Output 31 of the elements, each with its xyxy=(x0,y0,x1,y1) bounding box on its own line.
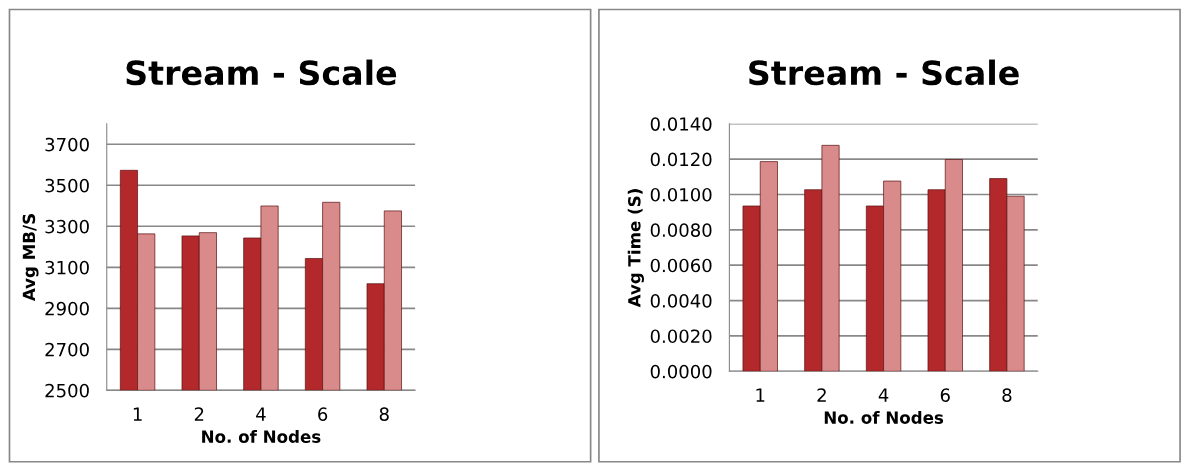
x-tick-label: 8 xyxy=(379,407,389,421)
x-tick-label: 2 xyxy=(817,388,826,402)
y-tick-label: 3100 xyxy=(45,260,89,275)
y-tick-label: 3500 xyxy=(45,178,89,193)
y-axis-title: Avg Time (S) xyxy=(627,189,644,308)
chart-title: Stream - Scale xyxy=(749,59,1019,86)
chart-title: Stream - Scale xyxy=(126,59,397,86)
y-tick-label: 3300 xyxy=(45,219,89,234)
x-tick-label: 4 xyxy=(878,388,889,402)
x-tick-label: 6 xyxy=(318,407,328,421)
x-tick-label: 1 xyxy=(133,407,142,421)
y-tick-label: 0.0020 xyxy=(650,329,712,344)
y-tick-label: 0.0080 xyxy=(650,223,712,237)
y-tick-label: 0.0100 xyxy=(650,187,712,202)
x-tick-label: 1 xyxy=(756,388,765,402)
y-tick-label: 0.0060 xyxy=(650,258,712,273)
y-tick-label: 2700 xyxy=(45,342,89,357)
x-tick-label: 6 xyxy=(940,388,950,402)
x-tick-label: 2 xyxy=(194,407,204,421)
y-tick-label: 0.0140 xyxy=(650,117,712,131)
x-axis-title: No. of Nodes xyxy=(824,410,944,424)
y-tick-label: 2900 xyxy=(45,301,89,316)
y-axis-title: Avg MB/S xyxy=(22,214,39,302)
x-tick-label: 8 xyxy=(1002,388,1012,402)
y-tick-label: 0.0040 xyxy=(650,294,712,308)
y-tick-label: 3700 xyxy=(45,137,89,152)
y-tick-label: 0.0120 xyxy=(650,152,712,167)
x-tick-label: 4 xyxy=(256,407,266,421)
y-tick-label: 2500 xyxy=(45,383,89,398)
y-tick-label: 0.0000 xyxy=(650,364,712,379)
x-axis-title: No. of Nodes xyxy=(202,430,321,443)
